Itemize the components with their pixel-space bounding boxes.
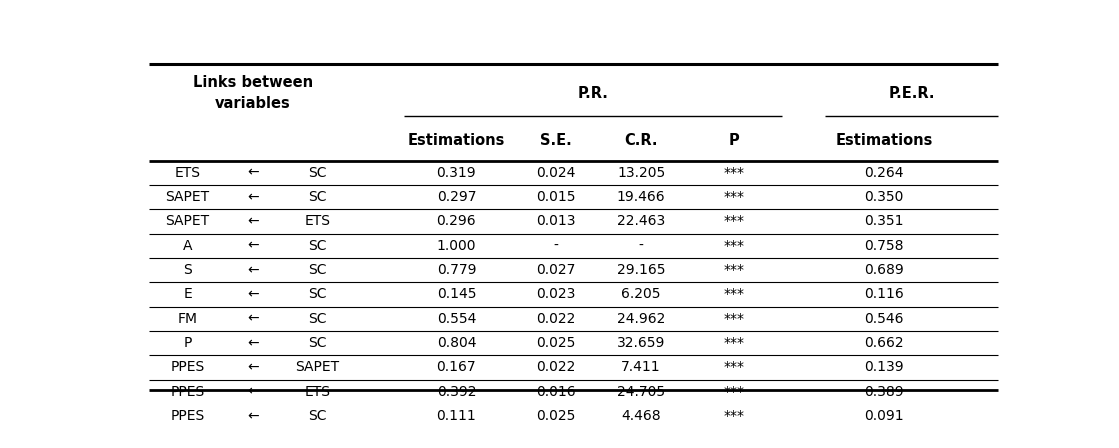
Text: 0.111: 0.111 [436, 409, 477, 423]
Text: SAPET: SAPET [166, 215, 209, 228]
Text: 0.662: 0.662 [864, 336, 904, 350]
Text: Estimations: Estimations [407, 133, 505, 147]
Text: ETS: ETS [304, 385, 330, 399]
Text: ***: *** [723, 190, 744, 204]
Text: P: P [184, 336, 191, 350]
Text: PPES: PPES [170, 385, 205, 399]
Text: ETS: ETS [304, 215, 330, 228]
Text: SC: SC [309, 239, 327, 253]
Text: Links between
variables: Links between variables [192, 75, 312, 112]
Text: 0.013: 0.013 [536, 215, 576, 228]
Text: S: S [184, 263, 192, 277]
Text: 0.297: 0.297 [436, 190, 477, 204]
Text: 0.022: 0.022 [536, 360, 576, 375]
Text: ***: *** [723, 360, 744, 375]
Text: SC: SC [309, 263, 327, 277]
Text: SC: SC [309, 312, 327, 326]
Text: 0.264: 0.264 [864, 166, 904, 180]
Text: 0.554: 0.554 [436, 312, 476, 326]
Text: ***: *** [723, 166, 744, 180]
Text: E: E [184, 288, 192, 302]
Text: SC: SC [309, 166, 327, 180]
Text: SC: SC [309, 288, 327, 302]
Text: SC: SC [309, 190, 327, 204]
Text: ←: ← [247, 336, 258, 350]
Text: 0.296: 0.296 [436, 215, 477, 228]
Text: 0.351: 0.351 [864, 215, 904, 228]
Text: ***: *** [723, 385, 744, 399]
Text: 19.466: 19.466 [617, 190, 666, 204]
Text: 0.091: 0.091 [864, 409, 904, 423]
Text: 0.689: 0.689 [864, 263, 904, 277]
Text: ←: ← [247, 360, 258, 375]
Text: Estimations: Estimations [835, 133, 932, 147]
Text: 13.205: 13.205 [617, 166, 666, 180]
Text: 22.463: 22.463 [617, 215, 666, 228]
Text: ***: *** [723, 239, 744, 253]
Text: FM: FM [178, 312, 198, 326]
Text: ←: ← [247, 385, 258, 399]
Text: P.E.R.: P.E.R. [888, 86, 935, 101]
Text: 32.659: 32.659 [617, 336, 666, 350]
Text: 0.546: 0.546 [864, 312, 904, 326]
Text: 0.167: 0.167 [436, 360, 477, 375]
Text: ←: ← [247, 190, 258, 204]
Text: ←: ← [247, 239, 258, 253]
Text: ←: ← [247, 288, 258, 302]
Text: 0.027: 0.027 [536, 263, 576, 277]
Text: 29.165: 29.165 [617, 263, 666, 277]
Text: ETS: ETS [175, 166, 200, 180]
Text: 0.024: 0.024 [536, 166, 576, 180]
Text: C.R.: C.R. [624, 133, 658, 147]
Text: PPES: PPES [170, 409, 205, 423]
Text: 0.389: 0.389 [864, 385, 904, 399]
Text: 7.411: 7.411 [621, 360, 661, 375]
Text: ***: *** [723, 336, 744, 350]
Text: 0.145: 0.145 [436, 288, 477, 302]
Text: 0.022: 0.022 [536, 312, 576, 326]
Text: 24.705: 24.705 [617, 385, 665, 399]
Text: SC: SC [309, 409, 327, 423]
Text: 0.758: 0.758 [864, 239, 904, 253]
Text: A: A [182, 239, 192, 253]
Text: 0.392: 0.392 [436, 385, 477, 399]
Text: 0.139: 0.139 [864, 360, 904, 375]
Text: 0.319: 0.319 [436, 166, 477, 180]
Text: ←: ← [247, 409, 258, 423]
Text: 0.023: 0.023 [536, 288, 576, 302]
Text: P: P [728, 133, 740, 147]
Text: ***: *** [723, 288, 744, 302]
Text: S.E.: S.E. [540, 133, 572, 147]
Text: -: - [639, 239, 643, 253]
Text: ←: ← [247, 312, 258, 326]
Text: 0.015: 0.015 [536, 190, 576, 204]
Text: PPES: PPES [170, 360, 205, 375]
Text: 24.962: 24.962 [617, 312, 666, 326]
Text: 0.025: 0.025 [536, 409, 576, 423]
Text: 0.804: 0.804 [436, 336, 477, 350]
Text: P.R.: P.R. [577, 86, 609, 101]
Text: 6.205: 6.205 [621, 288, 661, 302]
Text: ***: *** [723, 409, 744, 423]
Text: SC: SC [309, 336, 327, 350]
Text: ***: *** [723, 263, 744, 277]
Text: 0.025: 0.025 [536, 336, 576, 350]
Text: ←: ← [247, 166, 258, 180]
Text: 0.016: 0.016 [536, 385, 576, 399]
Text: ***: *** [723, 312, 744, 326]
Text: 0.350: 0.350 [864, 190, 904, 204]
Text: -: - [554, 239, 558, 253]
Text: 1.000: 1.000 [436, 239, 477, 253]
Text: ←: ← [247, 215, 258, 228]
Text: SAPET: SAPET [295, 360, 340, 375]
Text: 0.116: 0.116 [864, 288, 904, 302]
Text: SAPET: SAPET [166, 190, 209, 204]
Text: 0.779: 0.779 [436, 263, 477, 277]
Text: 4.468: 4.468 [621, 409, 661, 423]
Text: ***: *** [723, 215, 744, 228]
Text: ←: ← [247, 263, 258, 277]
